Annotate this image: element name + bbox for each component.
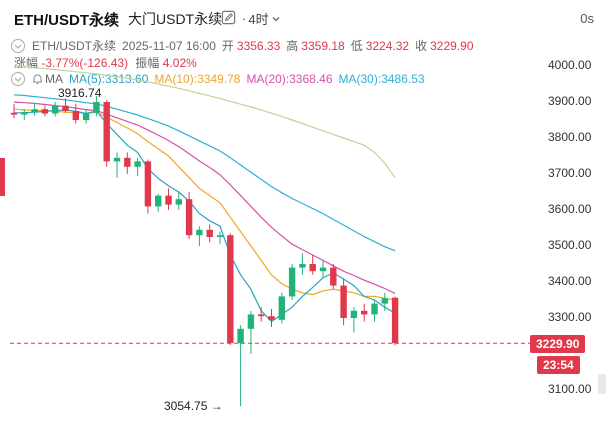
visibility-toggle-icon[interactable] [10, 38, 26, 54]
candle-countdown-tag: 23:54 [537, 356, 580, 374]
low-label: 低 [350, 39, 363, 53]
edit-icon[interactable] [221, 10, 236, 25]
candle-body [31, 109, 38, 113]
candle-body [278, 296, 285, 320]
candle-body [227, 235, 234, 344]
axis-tick-label: 3800.00 [548, 130, 592, 144]
candle-body [144, 161, 152, 207]
timeframe-separator: · [242, 11, 247, 26]
timeframe-label: 4时 [248, 12, 269, 27]
low-annotation-value: 3054.75 [164, 399, 208, 413]
amplitude-value: 4.02% [162, 56, 197, 70]
chart-header: ETH/USDT永续 大门USDT永续 · 4时 0s [0, 0, 612, 34]
exchange-name: 大门USDT永续 [128, 11, 223, 27]
candle-body [288, 267, 296, 297]
visibility-toggle-icon[interactable] [10, 71, 26, 87]
candle-body [62, 105, 69, 111]
candle-body [247, 314, 255, 329]
candle-body [196, 229, 203, 236]
left-price-marker [0, 158, 5, 196]
axis-tick-label: 4000.00 [548, 58, 592, 72]
candle-body [72, 111, 79, 120]
low-annotation: 3054.75 → [164, 399, 223, 413]
chevron-down-icon [272, 16, 280, 21]
candle-body [237, 328, 244, 344]
axis-tick-label: 3100.00 [548, 382, 592, 396]
candle-body [155, 195, 162, 207]
ma10-line [13, 108, 396, 301]
candle-body [124, 157, 131, 167]
candle-body [361, 310, 368, 315]
amplitude-label: 振幅 [135, 56, 160, 70]
candle-body [391, 297, 399, 344]
ma-legend: MA MA(5):3313.60 MA(10):3349.78 MA(20):3… [10, 71, 425, 87]
candle-body [268, 316, 275, 320]
ma30-line [13, 94, 396, 252]
candle-body [340, 285, 347, 318]
ma30-value: MA(30):3486.53 [338, 72, 425, 86]
candle-body [206, 229, 213, 237]
candle-body [134, 161, 141, 167]
candle-body [258, 314, 265, 317]
change-value: -3.77%(-126.43) [41, 56, 129, 70]
axis-tick-label: 3600.00 [548, 202, 592, 216]
candle-body [185, 199, 193, 236]
high-label: 高 [286, 39, 299, 53]
candle-body [299, 264, 306, 268]
axis-tick-label: 3300.00 [548, 310, 592, 324]
candle-body [371, 303, 378, 315]
refresh-timer: 0s [580, 11, 594, 26]
candle-body [350, 310, 358, 318]
candle-body [82, 112, 90, 120]
high-value: 3359.18 [301, 38, 345, 53]
ma5-value: MA(5):3313.60 [69, 72, 149, 86]
ma-long-line [13, 65, 396, 178]
candle-body [113, 157, 121, 162]
ohlc-legend: ETH/USDT永续 2025-11-07 16:00 开 3356.33 高 33… [10, 37, 474, 54]
open-label: 开 [221, 39, 234, 53]
candle-body [41, 109, 49, 114]
candle-body [330, 267, 337, 286]
axis-scroll-handle[interactable] [598, 374, 606, 394]
axis-tick-label: 3900.00 [548, 94, 592, 108]
candle-body [21, 112, 28, 115]
candle-body [309, 264, 316, 272]
current-price-tag: 3229.90 [530, 335, 586, 353]
axis-tick-label: 3500.00 [548, 238, 592, 252]
candle-body [216, 235, 224, 237]
candle-body [381, 298, 388, 304]
timeframe-selector[interactable]: · 4时 [242, 9, 281, 28]
candle-body [52, 105, 59, 114]
axis-tick-label: 3700.00 [548, 166, 592, 180]
low-annotation-arrow: → [210, 399, 223, 413]
bell-icon[interactable] [32, 73, 43, 85]
candle-body [175, 199, 182, 205]
ma20-line [13, 101, 396, 294]
close-value: 3229.90 [430, 38, 474, 53]
candle-body [165, 195, 172, 205]
open-value: 3356.33 [236, 38, 281, 53]
ohlc-pair: ETH/USDT永续 [32, 39, 117, 53]
ma-label: MA [45, 72, 63, 86]
close-label: 收 [415, 39, 428, 53]
candle-body [10, 112, 18, 115]
ma20-value: MA(20):3368.46 [246, 72, 333, 86]
high-annotation: 3916.74 [58, 86, 101, 100]
candle-body [93, 102, 100, 113]
candle-body [103, 102, 110, 162]
high-annotation-value: 3916.74 [58, 86, 102, 100]
candle-body [319, 267, 327, 272]
axis-tick-label: 3400.00 [548, 274, 592, 288]
low-value: 3224.32 [365, 38, 410, 53]
ohlc-date: 2025-11-07 16:00 [122, 38, 216, 53]
symbol-title[interactable]: ETH/USDT永续 [14, 12, 120, 29]
ma10-value: MA(10):3349.78 [154, 72, 241, 86]
